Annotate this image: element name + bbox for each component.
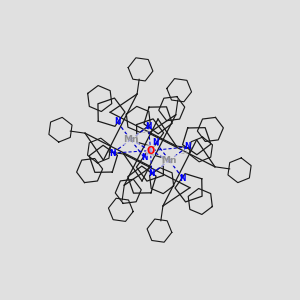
Text: O: O	[146, 146, 155, 156]
Text: N: N	[184, 142, 190, 152]
Text: 3+: 3+	[181, 150, 190, 155]
Text: N: N	[114, 117, 121, 126]
Text: Mn: Mn	[162, 156, 177, 165]
Text: N: N	[148, 169, 155, 178]
Text: N: N	[145, 122, 152, 131]
Text: N: N	[141, 153, 147, 162]
Text: 3+: 3+	[142, 129, 151, 134]
Text: Mn: Mn	[123, 135, 138, 144]
Text: N: N	[179, 174, 186, 183]
Text: N: N	[153, 138, 159, 147]
Text: N: N	[110, 148, 116, 158]
